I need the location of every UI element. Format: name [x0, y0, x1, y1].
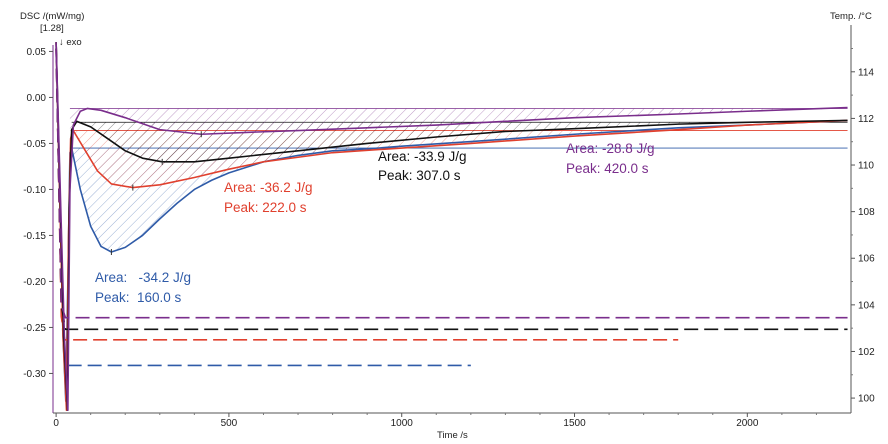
y-tick-label: -0.15 [23, 231, 46, 242]
y2-tick-label: 108 [858, 207, 875, 218]
purple-peak-label: Peak: 420.0 s [566, 161, 649, 176]
x-tick-label: 1500 [563, 418, 586, 429]
blue-area-label: Area: -34.2 J/g [95, 270, 191, 285]
x-axis-label: Time /s [437, 430, 468, 441]
purple-area-label: Area: -28.8 J/g [566, 141, 655, 156]
y-tick-label: -0.10 [23, 185, 46, 196]
purple-peak-area [69, 108, 848, 190]
y-axis-label: DSC /(mW/mg) [20, 11, 84, 22]
x-tick-label: 2000 [736, 418, 759, 429]
y2-tick-label: 112 [858, 114, 874, 125]
x-tick-label: 1000 [391, 418, 414, 429]
red-area-label: Area: -36.2 J/g [224, 180, 313, 195]
exo-marker: ↓ exo [59, 37, 82, 48]
x-tick-label: 500 [221, 418, 238, 429]
y2-axis-label: Temp. /°C [830, 11, 872, 22]
blue-peak-label: Peak: 160.0 s [95, 290, 182, 305]
y2-tick-label: 106 [858, 254, 875, 265]
blue-dsc-curve [55, 42, 848, 402]
y2-tick-label: 100 [858, 394, 875, 405]
x-tick-label: 0 [53, 418, 59, 429]
y-axis-scale: [1.28] [40, 23, 64, 34]
purple-temperature-curve [55, 48, 848, 319]
y-tick-label: -0.30 [23, 369, 46, 380]
y-tick-label: -0.05 [23, 139, 46, 150]
y2-tick-label: 104 [858, 300, 875, 311]
black-area-label: Area: -33.9 J/g [378, 149, 467, 164]
y2-tick-label: 110 [858, 161, 874, 172]
y-tick-label: -0.20 [23, 277, 46, 288]
y2-tick-label: 102 [858, 347, 875, 358]
black-dsc-curve [55, 42, 848, 412]
y-tick-label: 0.00 [27, 93, 47, 104]
purple-dsc-curve [55, 42, 848, 412]
y-tick-label: 0.05 [27, 47, 47, 58]
red-peak-label: Peak: 222.0 s [224, 200, 307, 215]
y-tick-label: -0.25 [23, 323, 46, 334]
y2-tick-label: 114 [858, 67, 874, 78]
black-peak-label: Peak: 307.0 s [378, 168, 461, 183]
red-dsc-curve [55, 42, 848, 412]
